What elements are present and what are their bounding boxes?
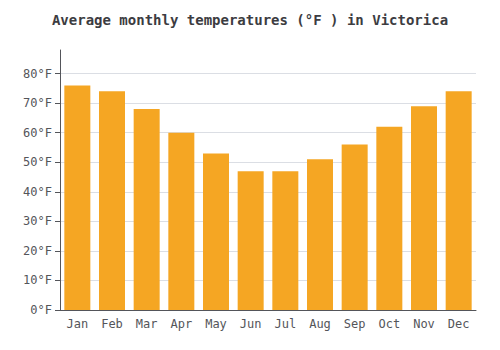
svg-text:20°F: 20°F xyxy=(23,244,52,258)
svg-text:Mar: Mar xyxy=(136,317,158,331)
svg-text:30°F: 30°F xyxy=(23,214,52,228)
svg-text:Jun: Jun xyxy=(240,317,262,331)
svg-text:Oct: Oct xyxy=(378,317,400,331)
svg-text:Feb: Feb xyxy=(101,317,123,331)
svg-text:Apr: Apr xyxy=(170,317,192,331)
svg-text:Jul: Jul xyxy=(274,317,296,331)
svg-text:Jan: Jan xyxy=(66,317,88,331)
svg-text:60°F: 60°F xyxy=(23,126,52,140)
svg-text:Sep: Sep xyxy=(344,317,366,331)
svg-text:10°F: 10°F xyxy=(23,273,52,287)
svg-text:40°F: 40°F xyxy=(23,185,52,199)
svg-text:70°F: 70°F xyxy=(23,96,52,110)
svg-text:Nov: Nov xyxy=(413,317,435,331)
svg-text:Average monthly temperatures (: Average monthly temperatures (°F ) in Vi… xyxy=(52,12,448,28)
svg-text:Dec: Dec xyxy=(448,317,470,331)
svg-text:0°F: 0°F xyxy=(30,303,52,317)
svg-text:Aug: Aug xyxy=(309,317,331,331)
svg-text:May: May xyxy=(205,317,227,331)
svg-text:50°F: 50°F xyxy=(23,155,52,169)
svg-text:80°F: 80°F xyxy=(23,67,52,81)
